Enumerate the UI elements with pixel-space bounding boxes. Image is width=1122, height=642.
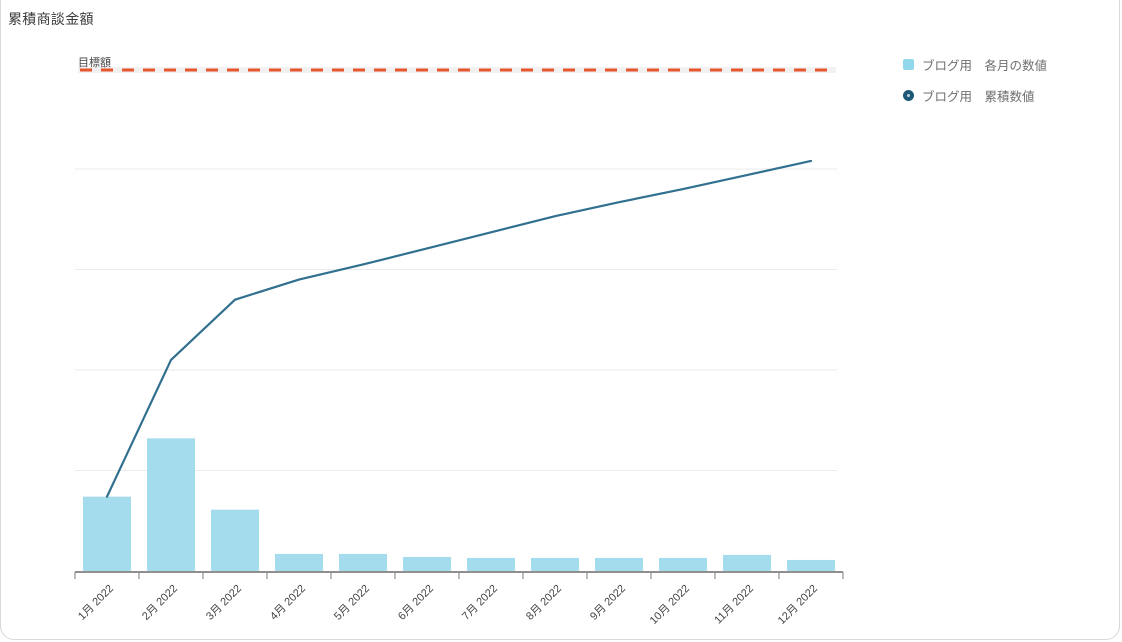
bar-8月 2022[interactable] <box>531 557 579 571</box>
bar-5月 2022[interactable] <box>339 553 387 571</box>
legend-label-cumulative: ブログ用 累積数値 <box>922 90 1035 104</box>
legend-item-cumulative[interactable]: ブログ用 累積数値 <box>903 86 1047 105</box>
target-band <box>78 67 836 73</box>
bar-10月 2022[interactable] <box>659 557 707 571</box>
x-axis-label: 8月 2022 <box>524 583 564 623</box>
chart-title: 累積商談金額 <box>8 11 94 27</box>
x-axis-label: 6月 2022 <box>396 583 436 623</box>
bar-9月 2022[interactable] <box>595 557 643 571</box>
x-axis-label: 9月 2022 <box>588 583 628 623</box>
x-axis-label: 2月 2022 <box>140 583 180 623</box>
legend-label-monthly: ブログ用 各月の数値 <box>922 59 1048 73</box>
x-axis-label: 10月 2022 <box>648 583 692 627</box>
bar-6月 2022[interactable] <box>403 556 451 571</box>
bar-7月 2022[interactable] <box>467 557 515 571</box>
bar-1月 2022[interactable] <box>83 496 131 571</box>
x-axis-label: 1月 2022 <box>76 583 116 623</box>
legend-item-monthly[interactable]: ブログ用 各月の数値 <box>903 55 1047 74</box>
x-axis-label: 3月 2022 <box>204 583 244 623</box>
cumulative-line[interactable] <box>105 159 813 498</box>
bar-4月 2022[interactable] <box>275 553 323 571</box>
target-line-label: 目標額 <box>78 57 111 69</box>
x-axis-label: 11月 2022 <box>712 583 756 627</box>
bar-2月 2022[interactable] <box>147 438 195 571</box>
bar-11月 2022[interactable] <box>723 554 771 571</box>
bar-12月 2022[interactable] <box>787 559 835 571</box>
x-axis-label: 4月 2022 <box>268 583 308 623</box>
bar-3月 2022[interactable] <box>211 509 259 571</box>
x-axis-label: 7月 2022 <box>460 583 500 623</box>
x-axis-label: 12月 2022 <box>776 583 820 627</box>
chart-legend: ブログ用 各月の数値 ブログ用 累積数値 <box>903 55 1047 117</box>
legend-swatch-monthly-bar <box>903 59 914 70</box>
x-axis-label: 5月 2022 <box>332 583 372 623</box>
legend-marker-cumulative-line <box>903 90 914 101</box>
